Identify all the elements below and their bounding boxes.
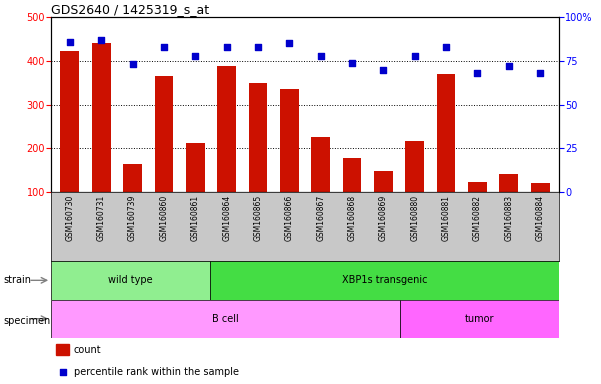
Bar (343, 158, 361, 192)
Text: GSM160860: GSM160860 (159, 195, 168, 241)
Text: GSM160880: GSM160880 (410, 195, 419, 241)
Text: specimen: specimen (3, 316, 50, 326)
Point (316, 53, 326, 59)
Text: wild type: wild type (108, 275, 153, 285)
Text: GSM160731: GSM160731 (97, 195, 106, 241)
Bar (499, 174, 518, 192)
Bar (249, 83, 267, 192)
Point (472, 70, 482, 76)
Bar (51, 300, 400, 338)
Text: GSM160881: GSM160881 (442, 195, 451, 241)
Point (128, 61, 138, 68)
Text: strain: strain (3, 275, 31, 285)
Point (96, 37, 106, 43)
Text: GSM160884: GSM160884 (535, 195, 545, 241)
Point (441, 44, 451, 50)
Text: GSM160869: GSM160869 (379, 195, 388, 241)
Bar (400, 300, 559, 338)
Point (191, 53, 200, 59)
Text: tumor: tumor (465, 314, 495, 324)
Text: GSM160739: GSM160739 (128, 195, 137, 241)
Point (379, 67, 388, 73)
Point (253, 44, 263, 50)
Point (504, 63, 514, 69)
Bar (374, 170, 393, 192)
Bar (468, 182, 487, 192)
Point (535, 70, 545, 76)
Bar (154, 76, 173, 192)
Text: GSM160882: GSM160882 (473, 195, 482, 241)
Text: GSM160861: GSM160861 (191, 195, 200, 241)
Bar (531, 183, 549, 192)
Bar (280, 89, 299, 192)
Bar (61, 51, 79, 192)
Text: XBP1s transgenic: XBP1s transgenic (341, 275, 427, 285)
Point (159, 44, 169, 50)
Bar (186, 142, 205, 192)
Text: B cell: B cell (212, 314, 239, 324)
Text: GSM160865: GSM160865 (254, 195, 263, 241)
Bar (56, 344, 69, 356)
Bar (92, 43, 111, 192)
Point (347, 60, 357, 66)
Bar (210, 261, 559, 300)
Bar (405, 141, 424, 192)
Text: GDS2640 / 1425319_s_at: GDS2640 / 1425319_s_at (51, 3, 209, 16)
Text: percentile rank within the sample: percentile rank within the sample (74, 367, 239, 377)
Point (410, 53, 419, 59)
Bar (123, 164, 142, 192)
Text: GSM160867: GSM160867 (316, 195, 325, 241)
Point (284, 40, 294, 46)
Text: GSM160883: GSM160883 (504, 195, 513, 241)
Point (222, 44, 231, 50)
Text: GSM160868: GSM160868 (347, 195, 356, 241)
Text: GSM160866: GSM160866 (285, 195, 294, 241)
Text: count: count (74, 345, 102, 355)
Bar (437, 74, 456, 192)
Text: GSM160864: GSM160864 (222, 195, 231, 241)
Point (58, 369, 67, 376)
Text: GSM160730: GSM160730 (66, 195, 75, 241)
Bar (311, 137, 330, 192)
Bar (217, 66, 236, 192)
Bar (51, 261, 210, 300)
Point (65, 39, 75, 45)
